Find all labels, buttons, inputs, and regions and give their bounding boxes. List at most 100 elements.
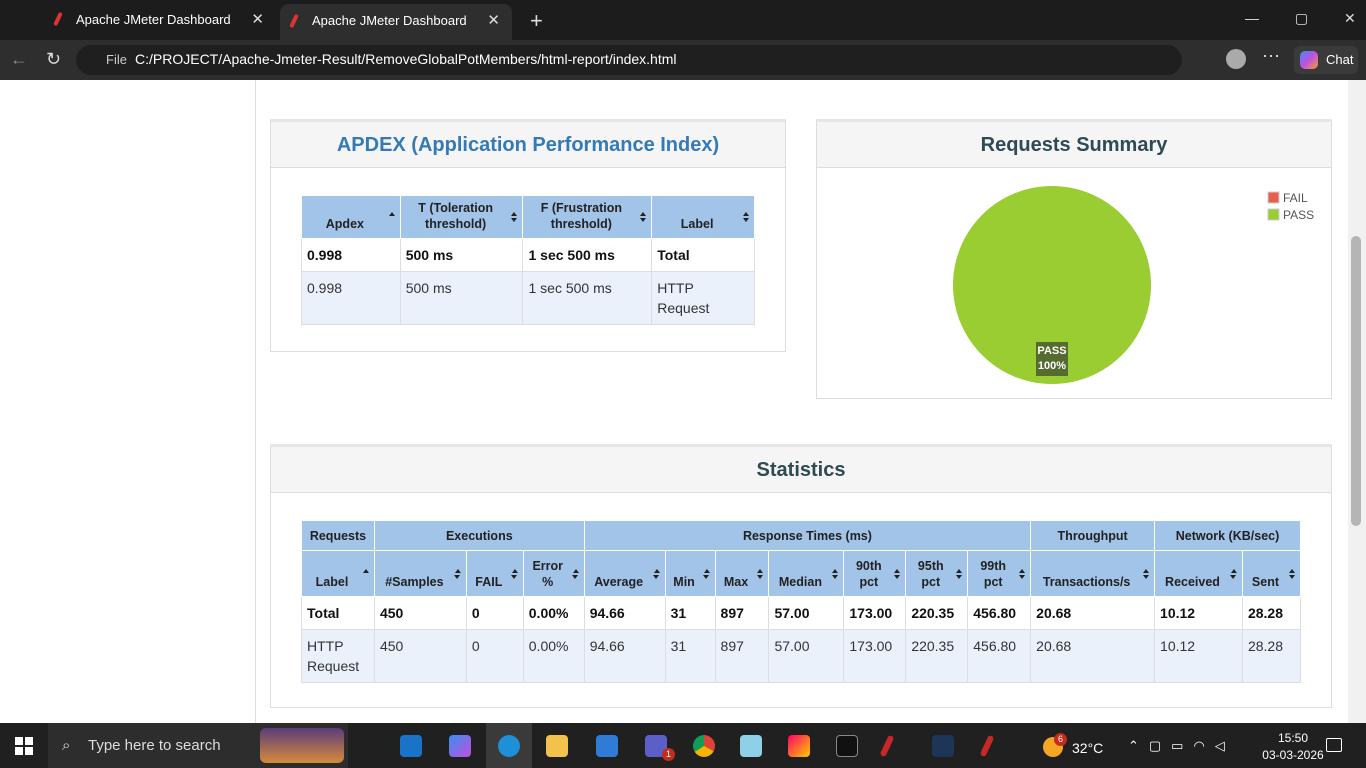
tab[interactable]: Apache JMeter Dashboard ✕: [44, 0, 276, 40]
app-icon[interactable]: [693, 735, 715, 757]
app-icon[interactable]: [546, 735, 568, 757]
cell: 57.00: [768, 629, 845, 683]
column-header[interactable]: Error %: [522, 550, 585, 597]
url: C:/PROJECT/Apache-Jmeter-Result/RemoveGl…: [135, 51, 677, 67]
statistics-table: Requests Executions Response Times (ms) Thr…: [301, 520, 1302, 683]
group-row: Requests Executions Response Times (ms) Thr…: [301, 520, 1301, 551]
statistics-panel: Statistics Requests Executions Response Ti…: [270, 444, 1332, 708]
app-icon[interactable]: [400, 735, 422, 757]
tab-title: Apache JMeter Dashboard: [312, 13, 467, 28]
column-header[interactable]: Average: [583, 550, 666, 597]
badge: 1: [662, 748, 675, 761]
column-header[interactable]: 99th pct: [967, 550, 1032, 597]
column-header[interactable]: Transactions/s: [1030, 550, 1156, 597]
cell: 173.00: [843, 629, 907, 683]
column-header[interactable]: Received: [1154, 550, 1243, 597]
clock-date: 03-03-2026: [1262, 748, 1324, 762]
legend-label[interactable]: PASS: [1283, 208, 1314, 222]
cell: 57.00: [768, 596, 845, 630]
label-box: [1036, 342, 1068, 376]
column-header[interactable]: 90th pct: [843, 550, 907, 597]
slice-value: 100%: [1038, 360, 1066, 372]
cell: 897: [714, 596, 770, 630]
app-icon[interactable]: [932, 735, 954, 757]
panel-title: APDEX (Application Performance Index): [271, 122, 785, 168]
search-text: Type here to search: [88, 737, 221, 754]
table-row: Total 450 0 0.00% 94.66 31 897 57.00 173.00 220.3…: [301, 596, 1302, 630]
group-header: Throughput: [1030, 520, 1156, 551]
summary-panel: Requests Summary FAIL PASS 100% PASS: [816, 119, 1332, 399]
reload-button[interactable]: ↻: [46, 49, 62, 69]
cell: 0: [465, 596, 524, 630]
cell: HTTP Request: [301, 629, 375, 683]
scroll-thumb[interactable]: [1351, 236, 1361, 526]
cell: 31: [664, 596, 716, 630]
back-button[interactable]: ←: [10, 49, 28, 69]
group-header: Executions: [373, 520, 585, 551]
active-app[interactable]: [486, 723, 532, 768]
cell: 28.28: [1241, 596, 1302, 630]
cell: HTTP Request: [651, 271, 755, 325]
file-label: File: [106, 52, 127, 67]
group-header: Response Times (ms): [583, 520, 1032, 551]
app-icon[interactable]: [836, 735, 858, 757]
app-icon[interactable]: [596, 735, 618, 757]
menu[interactable]: ⋯: [1262, 46, 1280, 66]
tab-bar: Apache JMeter Dashboard ✕ Apache JMeter D…: [0, 0, 1366, 40]
cell: 1 sec 500 ms: [522, 271, 653, 325]
cell: 897: [714, 629, 770, 683]
apdex-table: Apdex T (Toleration threshold) F (Frustrat…: [301, 195, 755, 325]
cell: 500 ms: [399, 238, 524, 272]
app-icon[interactable]: [645, 735, 667, 757]
panel-title: Statistics: [271, 447, 1331, 493]
app-icon[interactable]: [449, 735, 471, 757]
legend-label[interactable]: FAIL: [1283, 191, 1308, 205]
chat-button[interactable]: Chat: [1294, 46, 1358, 74]
cell: 31: [664, 629, 716, 683]
cell: 220.35: [905, 629, 969, 683]
cell: 28.28: [1241, 629, 1302, 683]
window-controls[interactable]: — ▢ ✕: [1245, 10, 1356, 26]
cell: 10.12: [1154, 629, 1243, 683]
start-button[interactable]: [15, 737, 33, 755]
clock-time: 15:50: [1277, 731, 1309, 745]
cell: 450: [373, 629, 467, 683]
column-header[interactable]: Label: [651, 195, 755, 239]
column-header[interactable]: Label: [301, 550, 375, 597]
column-header[interactable]: Min: [664, 550, 716, 597]
app-icon[interactable]: [788, 735, 810, 757]
column-header[interactable]: F (Frustration threshold): [522, 195, 653, 239]
column-header[interactable]: #Samples: [373, 550, 467, 597]
cell: 0.998: [301, 271, 401, 325]
slice-label: PASS: [1037, 345, 1066, 357]
cell: 20.68: [1030, 596, 1156, 630]
new-tab[interactable]: +: [530, 8, 543, 33]
search-box[interactable]: ⌕ Type here to search: [48, 723, 348, 768]
column-header[interactable]: FAIL: [465, 550, 524, 597]
tab[interactable]: Apache JMeter Dashboard ✕: [280, 4, 512, 40]
cell: 173.00: [843, 596, 907, 630]
cell: 500 ms: [399, 271, 524, 325]
column-header[interactable]: Sent: [1241, 550, 1302, 597]
column-header[interactable]: T (Toleration threshold): [399, 195, 524, 239]
sidebar: [0, 80, 256, 723]
legend-swatch: [1267, 191, 1280, 204]
column-header[interactable]: Apdex: [301, 195, 401, 239]
column-header[interactable]: Median: [768, 550, 845, 597]
url-box[interactable]: File C:/PROJECT/Apache-Jmeter-Result/Rem…: [76, 45, 1182, 75]
cell: 0.00%: [522, 629, 585, 683]
pie-chart: FAIL PASS 100% PASS: [953, 186, 1314, 384]
column-header[interactable]: 95th pct: [905, 550, 969, 597]
legend-swatch: [1267, 208, 1280, 221]
apdex-panel: APDEX (Application Performance Index) Ap…: [270, 119, 786, 352]
table-row: 0.998 500 ms 1 sec 500 ms Total: [301, 238, 755, 272]
app-icon[interactable]: [740, 735, 762, 757]
profile[interactable]: [1226, 49, 1246, 69]
header-row: Apdex T (Toleration threshold) F (Frustrat…: [301, 195, 755, 239]
tray-icons[interactable]: ⌃▢▭◠◁: [1128, 738, 1235, 753]
cell: Total: [301, 596, 375, 630]
notifications[interactable]: [1326, 738, 1342, 752]
chat-label: Chat: [1326, 52, 1354, 67]
column-header[interactable]: Max: [714, 550, 770, 597]
header-row: Label #Samples FAIL Error % Average Min Max Med…: [301, 550, 1302, 597]
